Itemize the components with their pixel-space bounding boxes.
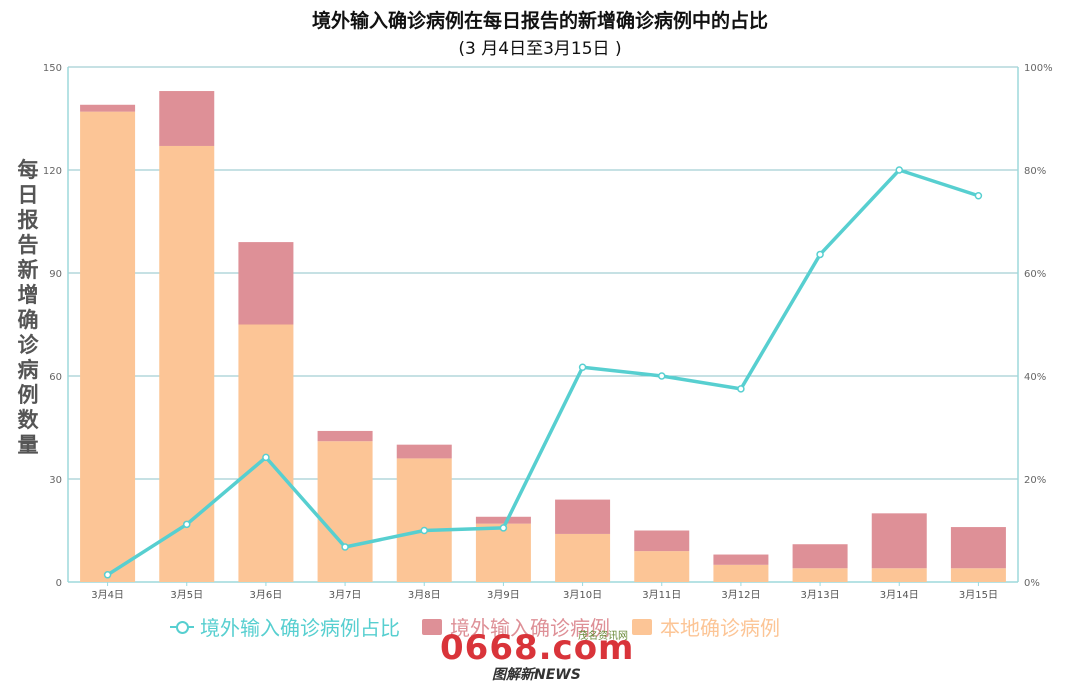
ratio-point	[658, 372, 666, 380]
x-tick-label: 3月13日	[801, 589, 840, 601]
bar-imported	[950, 527, 1006, 569]
y-axis-label: 每日报告新增确诊病例数量	[17, 158, 39, 457]
bar-imported	[555, 499, 611, 534]
bar-imported	[634, 530, 690, 552]
bar-local	[634, 551, 690, 582]
bar-imported	[159, 91, 215, 146]
watermark-logo: 0668.com	[440, 628, 635, 668]
ratio-point	[262, 453, 270, 462]
y-left-tick-label: 60	[49, 372, 62, 383]
chart-subtitle: (3 月4日至3月15日 )	[458, 39, 622, 59]
bar-local	[950, 568, 1006, 582]
x-tick-label: 3月8日	[408, 589, 441, 601]
legend-item-local[interactable]: 本地确诊病例	[632, 612, 780, 641]
legend-item-ratio[interactable]: 境外输入确诊病例占比	[170, 612, 400, 641]
legend-label-ratio: 境外输入确诊病例占比	[200, 616, 400, 640]
ratio-point	[420, 526, 428, 535]
bar-local	[238, 324, 294, 582]
y-left-tick-label: 90	[49, 269, 62, 280]
y-left-tick-label: 150	[43, 63, 62, 74]
bar-imported	[396, 444, 452, 459]
x-tick-label: 3月9日	[487, 589, 520, 601]
bar-local	[792, 568, 848, 582]
bar-local	[396, 458, 452, 582]
x-tick-label: 3月12日	[721, 589, 760, 601]
legend-item-imported[interactable]: 境外输入确诊病例	[422, 612, 610, 641]
x-tick-label: 3月7日	[329, 589, 362, 601]
y-right-tick-label: 0%	[1024, 578, 1040, 589]
x-tick-label: 3月5日	[170, 589, 203, 601]
bar-imported	[475, 516, 531, 524]
y-left-tick-label: 120	[43, 166, 62, 177]
watermark-sub: 图解新NEWS	[492, 667, 581, 683]
y-right-tick-label: 60%	[1024, 269, 1046, 280]
y-left-tick-label: 30	[49, 475, 62, 486]
bar-imported	[792, 544, 848, 569]
x-tick-label: 3月10日	[563, 589, 602, 601]
bar-imported	[238, 242, 294, 325]
ratio-point	[816, 250, 824, 259]
ratio-point	[737, 385, 745, 393]
legend-label-imported: 境外输入确诊病例	[450, 616, 610, 640]
y-right-tick-label: 100%	[1024, 63, 1053, 74]
bar-local	[159, 145, 215, 582]
legend-line-icon	[170, 619, 194, 635]
ratio-point	[341, 543, 349, 551]
bar-local	[555, 533, 611, 582]
ratio-point	[103, 571, 112, 579]
chart-canvas: 0 30 60 90 120 150 0% 20% 40% 60% 80% 100% 3月4日 3月5日 3…	[43, 63, 1053, 601]
x-tick-label: 3月11日	[642, 589, 681, 601]
bar-local	[475, 523, 531, 582]
y-right-tick-label: 80%	[1024, 166, 1046, 177]
bar-local	[80, 111, 136, 582]
legend: 境外输入确诊病例占比 境外输入确诊病例 本地确诊病例	[170, 612, 802, 641]
y-right-tick-label: 20%	[1024, 475, 1046, 486]
x-tick-label: 3月14日	[880, 589, 919, 601]
bar-local	[317, 441, 373, 582]
watermark-small: 茂名资讯网	[578, 631, 628, 642]
bar-local	[871, 568, 927, 582]
x-tick-label: 3月15日	[959, 589, 998, 601]
bar-imported	[871, 513, 927, 569]
y-right-tick-label: 40%	[1024, 372, 1046, 383]
ratio-point	[183, 520, 191, 529]
legend-swatch-local	[632, 618, 652, 635]
ratio-point	[499, 524, 508, 532]
legend-label-local: 本地确诊病例	[660, 616, 780, 640]
bar-imported	[80, 104, 136, 112]
ratio-point	[578, 363, 587, 371]
y-left-tick-label: 0	[56, 578, 62, 589]
bar-local	[713, 564, 769, 582]
chart-title: 境外输入确诊病例在每日报告的新增确诊病例中的占比	[311, 10, 768, 32]
bar-imported	[713, 554, 769, 565]
x-tick-label: 3月4日	[91, 589, 124, 601]
ratio-point	[895, 166, 903, 174]
x-tick-label: 3月6日	[250, 589, 283, 601]
legend-swatch-imported	[422, 618, 442, 635]
ratio-line	[106, 168, 979, 577]
bar-imported	[317, 430, 373, 442]
ratio-point	[974, 192, 983, 200]
